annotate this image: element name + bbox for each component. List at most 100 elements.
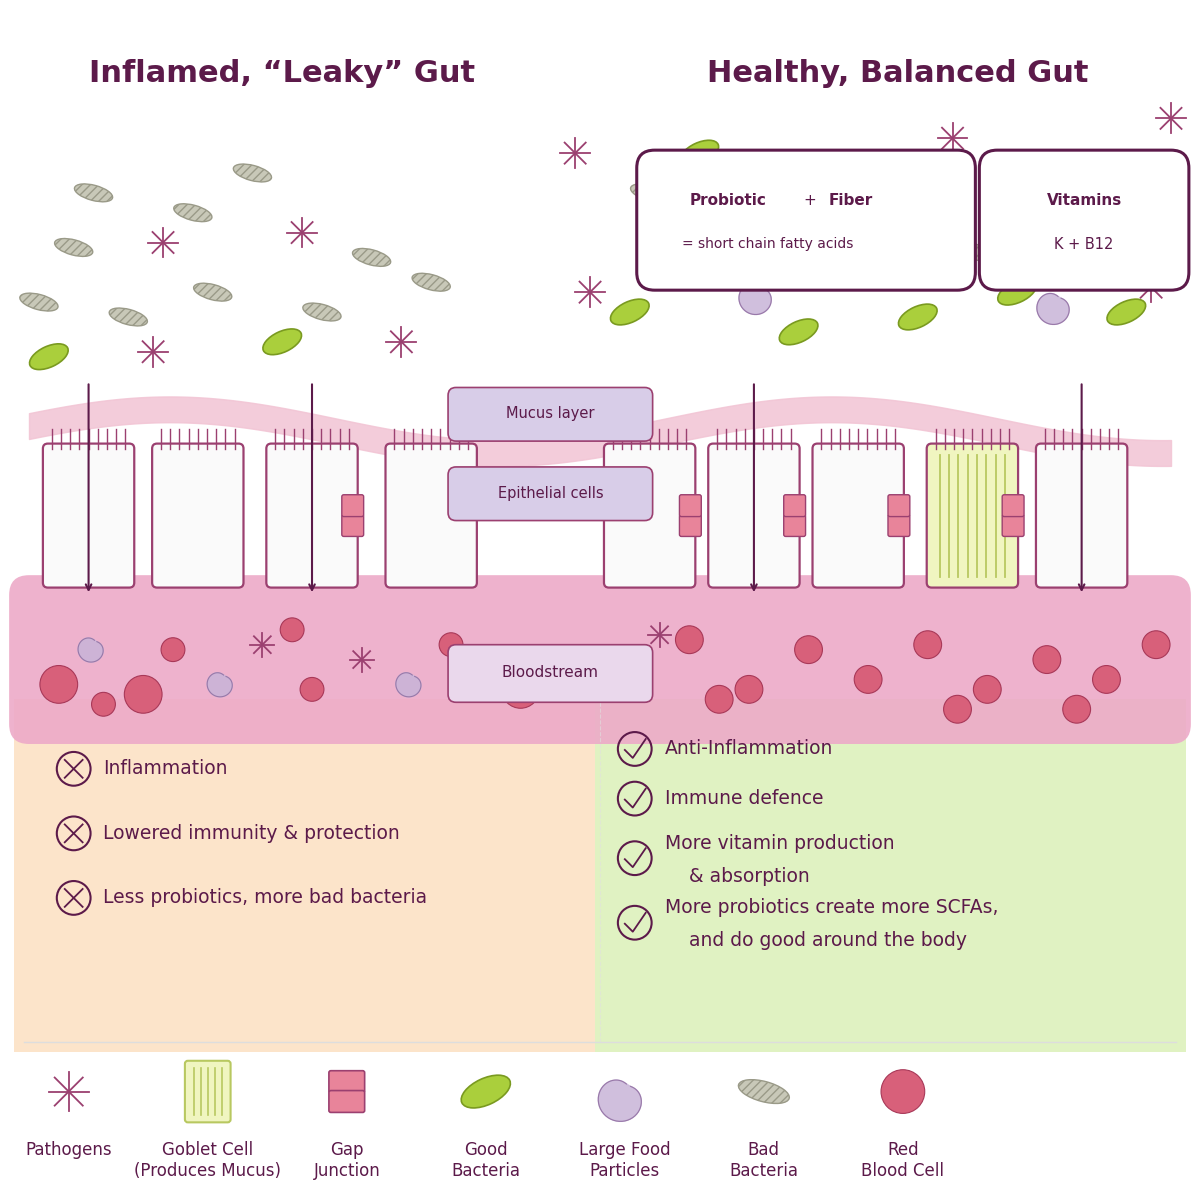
FancyBboxPatch shape bbox=[1002, 515, 1024, 536]
FancyBboxPatch shape bbox=[888, 494, 910, 516]
FancyBboxPatch shape bbox=[888, 515, 910, 536]
Ellipse shape bbox=[611, 299, 649, 325]
Text: Less probiotics, more bad bacteria: Less probiotics, more bad bacteria bbox=[103, 888, 427, 907]
FancyBboxPatch shape bbox=[784, 494, 805, 516]
Text: Immune defence: Immune defence bbox=[665, 790, 823, 808]
Ellipse shape bbox=[412, 274, 450, 292]
Ellipse shape bbox=[630, 184, 668, 202]
Ellipse shape bbox=[690, 259, 728, 286]
Ellipse shape bbox=[997, 280, 1037, 305]
Ellipse shape bbox=[302, 304, 341, 320]
Ellipse shape bbox=[779, 319, 818, 344]
Circle shape bbox=[439, 632, 463, 656]
Ellipse shape bbox=[461, 1075, 510, 1108]
Text: and do good around the body: and do good around the body bbox=[689, 931, 967, 950]
Ellipse shape bbox=[1078, 253, 1116, 271]
Circle shape bbox=[40, 666, 78, 703]
Circle shape bbox=[943, 695, 972, 724]
Ellipse shape bbox=[353, 248, 391, 266]
Circle shape bbox=[794, 636, 822, 664]
Text: Lowered immunity & protection: Lowered immunity & protection bbox=[103, 824, 401, 842]
Text: Good
Bacteria: Good Bacteria bbox=[451, 1141, 521, 1180]
Circle shape bbox=[1033, 646, 1061, 673]
FancyBboxPatch shape bbox=[266, 444, 358, 588]
FancyBboxPatch shape bbox=[926, 444, 1018, 588]
Ellipse shape bbox=[30, 344, 68, 370]
FancyBboxPatch shape bbox=[812, 444, 904, 588]
FancyBboxPatch shape bbox=[448, 644, 653, 702]
FancyBboxPatch shape bbox=[1036, 444, 1127, 588]
FancyBboxPatch shape bbox=[679, 494, 701, 516]
Text: More vitamin production: More vitamin production bbox=[665, 834, 894, 853]
Ellipse shape bbox=[1097, 154, 1135, 172]
Circle shape bbox=[161, 637, 185, 661]
Text: = short chain fatty acids: = short chain fatty acids bbox=[683, 238, 853, 252]
Polygon shape bbox=[396, 673, 421, 697]
Text: Large Food
Particles: Large Food Particles bbox=[580, 1141, 671, 1180]
Circle shape bbox=[616, 655, 643, 684]
FancyBboxPatch shape bbox=[152, 444, 244, 588]
FancyBboxPatch shape bbox=[708, 444, 799, 588]
FancyBboxPatch shape bbox=[637, 150, 976, 290]
FancyBboxPatch shape bbox=[979, 150, 1189, 290]
Text: Inflammation: Inflammation bbox=[103, 760, 228, 779]
FancyBboxPatch shape bbox=[448, 388, 653, 442]
Polygon shape bbox=[78, 638, 103, 662]
FancyBboxPatch shape bbox=[604, 444, 695, 588]
Circle shape bbox=[281, 618, 304, 642]
Ellipse shape bbox=[193, 283, 232, 301]
Text: Gap
Junction: Gap Junction bbox=[313, 1141, 380, 1180]
Text: Anti-Inflammation: Anti-Inflammation bbox=[665, 739, 833, 758]
FancyBboxPatch shape bbox=[342, 515, 364, 536]
Ellipse shape bbox=[233, 164, 271, 182]
FancyBboxPatch shape bbox=[329, 1070, 365, 1092]
FancyBboxPatch shape bbox=[595, 700, 1186, 1052]
Text: Healthy, Balanced Gut: Healthy, Balanced Gut bbox=[707, 59, 1088, 88]
Text: +: + bbox=[804, 193, 816, 209]
Polygon shape bbox=[208, 673, 233, 697]
FancyBboxPatch shape bbox=[14, 700, 595, 1052]
Polygon shape bbox=[868, 194, 900, 226]
Circle shape bbox=[706, 685, 733, 713]
Text: Bad
Bacteria: Bad Bacteria bbox=[730, 1141, 798, 1180]
FancyBboxPatch shape bbox=[10, 575, 1190, 744]
Ellipse shape bbox=[680, 140, 719, 166]
Text: More probiotics create more SCFAs,: More probiotics create more SCFAs, bbox=[665, 899, 998, 917]
Text: Fiber: Fiber bbox=[828, 193, 872, 209]
Circle shape bbox=[91, 692, 115, 716]
Circle shape bbox=[676, 626, 703, 654]
Circle shape bbox=[300, 678, 324, 701]
Ellipse shape bbox=[959, 244, 996, 262]
Ellipse shape bbox=[899, 304, 937, 330]
Text: & absorption: & absorption bbox=[689, 866, 810, 886]
Circle shape bbox=[1142, 631, 1170, 659]
Ellipse shape bbox=[74, 184, 113, 202]
Ellipse shape bbox=[738, 1080, 790, 1104]
Text: Epithelial cells: Epithelial cells bbox=[498, 486, 604, 500]
Circle shape bbox=[914, 631, 942, 659]
Text: Probiotic: Probiotic bbox=[689, 193, 767, 209]
FancyBboxPatch shape bbox=[1002, 494, 1024, 516]
Circle shape bbox=[973, 676, 1001, 703]
FancyBboxPatch shape bbox=[784, 515, 805, 536]
FancyBboxPatch shape bbox=[385, 444, 476, 588]
Circle shape bbox=[854, 666, 882, 694]
Polygon shape bbox=[739, 283, 772, 314]
Polygon shape bbox=[599, 1080, 641, 1121]
FancyBboxPatch shape bbox=[679, 515, 701, 536]
Circle shape bbox=[1092, 666, 1121, 694]
Ellipse shape bbox=[20, 293, 58, 311]
Ellipse shape bbox=[174, 204, 212, 222]
FancyBboxPatch shape bbox=[185, 1061, 230, 1122]
Text: K + B12: K + B12 bbox=[1055, 236, 1114, 252]
Ellipse shape bbox=[263, 329, 301, 355]
Polygon shape bbox=[1037, 294, 1069, 324]
Ellipse shape bbox=[660, 229, 698, 246]
Circle shape bbox=[502, 671, 540, 708]
FancyBboxPatch shape bbox=[43, 444, 134, 588]
Circle shape bbox=[1063, 695, 1091, 724]
Text: Bloodstream: Bloodstream bbox=[502, 666, 599, 680]
Text: Pathogens: Pathogens bbox=[25, 1141, 112, 1159]
Circle shape bbox=[881, 1069, 925, 1114]
FancyBboxPatch shape bbox=[448, 467, 653, 521]
